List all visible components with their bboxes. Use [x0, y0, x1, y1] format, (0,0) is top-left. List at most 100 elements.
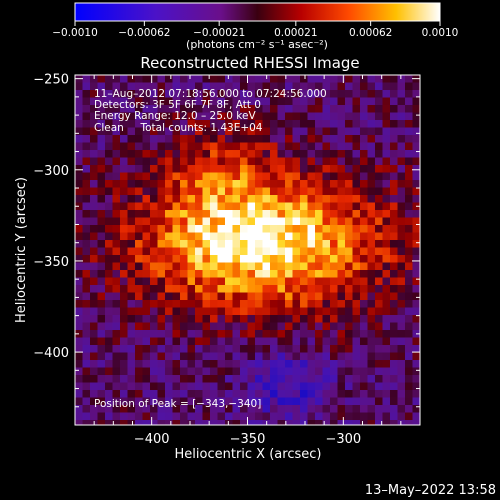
- heatmap-cell: [90, 412, 99, 421]
- heatmap-cell: [150, 112, 159, 121]
- heatmap-cell: [292, 97, 301, 106]
- heatmap-cell: [375, 315, 384, 324]
- heatmap-cell: [382, 420, 391, 425]
- heatmap-cell: [127, 270, 136, 279]
- colorbar: −0.0010 −0.00062 −0.00021 0.00021 0.00062 0.0…: [52, 2, 458, 51]
- heatmap-cell: [112, 285, 121, 294]
- heatmap-cell: [277, 292, 286, 301]
- heatmap-cell: [345, 300, 354, 309]
- heatmap-cell: [210, 352, 219, 361]
- heatmap-cell: [112, 412, 121, 421]
- peak-position-label: Position of Peak = [−343,−340]: [94, 398, 261, 410]
- heatmap-cell: [322, 352, 331, 361]
- heatmap-cell: [375, 375, 384, 384]
- heatmap-cell: [82, 82, 91, 91]
- heatmap-cell: [315, 262, 324, 271]
- heatmap-cell: [337, 285, 346, 294]
- heatmap-cell: [382, 412, 391, 421]
- heatmap-cell: [292, 420, 301, 425]
- heatmap-cell: [172, 180, 181, 189]
- heatmap-cell: [90, 352, 99, 361]
- heatmap-cell: [240, 97, 249, 106]
- heatmap-cell: [180, 135, 189, 144]
- heatmap-cell: [187, 390, 196, 399]
- heatmap-cell: [75, 150, 84, 159]
- heatmap-cell: [367, 165, 376, 174]
- heatmap-cell: [142, 135, 151, 144]
- heatmap-cell: [390, 382, 399, 391]
- heatmap-cell: [330, 157, 339, 166]
- heatmap-cell: [232, 382, 241, 391]
- heatmap-cell: [240, 360, 249, 369]
- heatmap-cell: [270, 367, 279, 376]
- heatmap-cell: [75, 247, 84, 256]
- heatmap-cell: [270, 330, 279, 339]
- heatmap-cell: [127, 210, 136, 219]
- heatmap-cell: [210, 315, 219, 324]
- heatmap-cell: [360, 247, 369, 256]
- heatmap-cell: [165, 315, 174, 324]
- heatmap-cell: [367, 112, 376, 121]
- heatmap-cell: [352, 345, 361, 354]
- heatmap-cell: [187, 315, 196, 324]
- heatmap-cell: [97, 187, 106, 196]
- heatmap-cell: [150, 210, 159, 219]
- heatmap-cell: [330, 195, 339, 204]
- heatmap-cell: [337, 397, 346, 406]
- heatmap-cell: [352, 165, 361, 174]
- heatmap-cell: [127, 300, 136, 309]
- heatmap-cell: [225, 292, 234, 301]
- heatmap-cell: [112, 210, 121, 219]
- heatmap-cell: [202, 285, 211, 294]
- heatmap-cell: [217, 405, 226, 414]
- heatmap-cell: [337, 180, 346, 189]
- heatmap-cell: [75, 307, 84, 316]
- heatmap-cell: [240, 322, 249, 331]
- heatmap-cell: [90, 105, 99, 114]
- heatmap-cell: [75, 330, 84, 339]
- heatmap-cell: [367, 397, 376, 406]
- heatmap-cell: [172, 300, 181, 309]
- heatmap-cell: [120, 97, 129, 106]
- heatmap-cell: [97, 277, 106, 286]
- heatmap-cell: [142, 322, 151, 331]
- heatmap-cell: [120, 187, 129, 196]
- heatmap-cell: [180, 247, 189, 256]
- heatmap-cell: [240, 277, 249, 286]
- heatmap-cell: [330, 382, 339, 391]
- heatmap-cell: [120, 165, 129, 174]
- heatmap-cell: [330, 330, 339, 339]
- heatmap-cell: [300, 405, 309, 414]
- heatmap-cell: [367, 75, 376, 84]
- heatmap-cell: [127, 217, 136, 226]
- heatmap-cell: [412, 210, 420, 219]
- heatmap-cell: [105, 352, 114, 361]
- heatmap-cell: [300, 367, 309, 376]
- heatmap-cell: [142, 390, 151, 399]
- heatmap-cell: [382, 382, 391, 391]
- heatmap-cell: [367, 337, 376, 346]
- heatmap-cell: [112, 120, 121, 129]
- heatmap-cell: [315, 105, 324, 114]
- heatmap-cell: [202, 367, 211, 376]
- heatmap-cell: [375, 217, 384, 226]
- heatmap-cell: [195, 82, 204, 91]
- heatmap-cell: [97, 330, 106, 339]
- heatmap-cell: [165, 90, 174, 99]
- heatmap-cell: [217, 345, 226, 354]
- colorbar-tick-label: 0.00021: [274, 27, 317, 39]
- heatmap-cell: [210, 172, 219, 181]
- heatmap-cell: [217, 135, 226, 144]
- heatmap-cell: [172, 352, 181, 361]
- heatmap-cell: [337, 270, 346, 279]
- heatmap-cell: [112, 75, 121, 84]
- heatmap-cell: [150, 240, 159, 249]
- heatmap-cell: [337, 82, 346, 91]
- heatmap-cell: [165, 307, 174, 316]
- heatmap-cell: [412, 277, 420, 286]
- heatmap-cell: [150, 322, 159, 331]
- heatmap-cell: [75, 165, 84, 174]
- heatmap-cell: [375, 187, 384, 196]
- heatmap-cell: [285, 97, 294, 106]
- heatmap-cell: [225, 262, 234, 271]
